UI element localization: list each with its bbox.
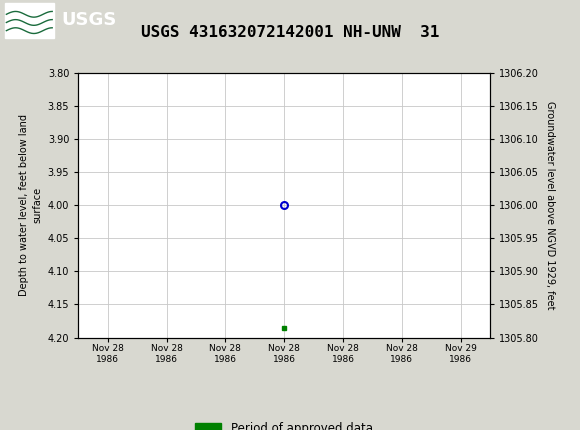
Legend: Period of approved data: Period of approved data bbox=[191, 418, 378, 430]
Text: USGS 431632072142001 NH-UNW  31: USGS 431632072142001 NH-UNW 31 bbox=[141, 25, 439, 40]
Y-axis label: Groundwater level above NGVD 1929, feet: Groundwater level above NGVD 1929, feet bbox=[545, 101, 554, 310]
Y-axis label: Depth to water level, feet below land
surface: Depth to water level, feet below land su… bbox=[19, 114, 42, 296]
Bar bbox=[5, 3, 54, 37]
Text: USGS: USGS bbox=[61, 12, 116, 29]
